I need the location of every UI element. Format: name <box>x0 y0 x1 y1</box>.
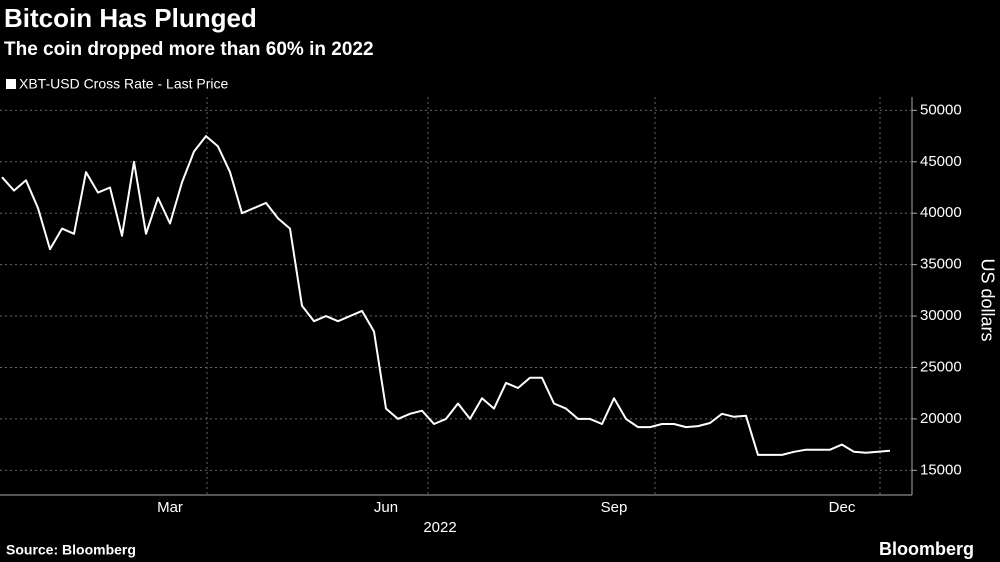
y-tick-label: 20000 <box>920 410 962 427</box>
chart-title: Bitcoin Has Plunged <box>4 3 257 33</box>
y-tick-label: 25000 <box>920 358 962 375</box>
legend-label: XBT-USD Cross Rate - Last Price <box>19 76 228 92</box>
y-tick-label: 30000 <box>920 307 962 324</box>
legend-swatch <box>6 79 16 89</box>
y-tick-label: 15000 <box>920 461 962 478</box>
x-tick-label: Jun <box>374 499 398 516</box>
x-tick-label: Dec <box>829 499 856 516</box>
source: Source: Bloomberg <box>6 542 136 558</box>
price-line <box>1 135 891 456</box>
y-axis-label: US dollars <box>977 258 997 341</box>
x-axis-label: 2022 <box>423 519 456 536</box>
x-tick-label: Sep <box>601 499 628 516</box>
x-tick-label: Mar <box>157 499 183 516</box>
y-tick-label: 50000 <box>920 101 962 118</box>
branding: Bloomberg <box>879 539 974 559</box>
y-tick-label: 40000 <box>920 204 962 221</box>
chart-subtitle: The coin dropped more than 60% in 2022 <box>4 39 374 60</box>
y-tick-label: 35000 <box>920 256 962 273</box>
y-tick-label: 45000 <box>920 153 962 170</box>
